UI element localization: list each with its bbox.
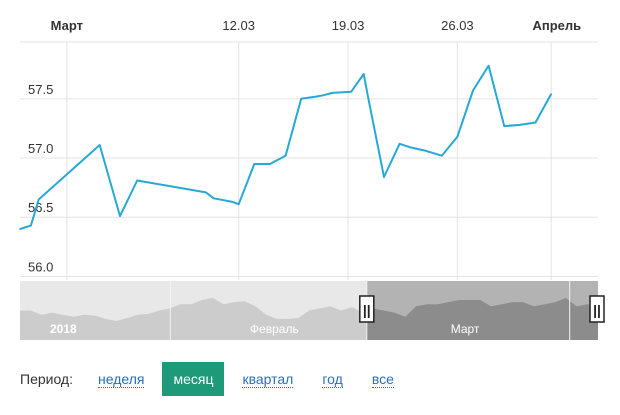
price-point xyxy=(362,73,365,75)
price-point xyxy=(425,150,428,152)
price-point xyxy=(30,224,32,227)
price-point xyxy=(398,143,401,145)
price-point xyxy=(383,176,385,178)
period-week-label: неделя xyxy=(98,371,145,388)
price-point xyxy=(205,191,207,194)
price-series xyxy=(19,64,552,231)
price-point xyxy=(269,163,271,165)
period-quarter-label: квартал xyxy=(242,371,294,388)
price-point xyxy=(300,98,303,100)
navigator-left-handle-box xyxy=(359,295,375,323)
price-point xyxy=(231,201,234,203)
x-tick-label: Март xyxy=(51,18,83,33)
price-point xyxy=(441,154,443,157)
x-tick-label: 19.03 xyxy=(332,18,365,33)
navigator-right-handle-box xyxy=(589,295,605,323)
period-year-button[interactable]: год xyxy=(311,362,353,396)
price-chart: Март 12.03 19.03 26.03 Апрель 56.0 56.5 57.0 57… xyxy=(19,18,605,340)
price-point xyxy=(472,89,474,92)
period-selector: Период: неделя месяц квартал год все xyxy=(20,362,412,396)
period-week-button[interactable]: неделя xyxy=(87,362,155,396)
x-tick-label: Апрель xyxy=(532,18,581,33)
price-point xyxy=(119,215,121,217)
price-line xyxy=(19,64,552,231)
period-all-button[interactable]: все xyxy=(361,362,405,396)
navigator-area-selected xyxy=(366,297,598,340)
price-point xyxy=(19,228,21,230)
navigator-label: Февраль xyxy=(250,322,299,336)
navigator-right-handle-glyph: || xyxy=(593,302,601,318)
y-tick-label: 56.0 xyxy=(28,259,53,274)
period-label: Период: xyxy=(20,371,73,387)
price-point xyxy=(253,163,256,165)
price-point xyxy=(409,146,412,149)
y-tick-label: 56.5 xyxy=(28,200,53,215)
x-axis-tick-labels: Март 12.03 19.03 26.03 Апрель xyxy=(51,18,581,33)
period-all-label: все xyxy=(371,371,394,388)
vertical-gridlines xyxy=(66,42,552,280)
period-month-label: месяц xyxy=(173,371,214,387)
price-point xyxy=(98,144,101,146)
price-point xyxy=(37,198,40,201)
range-navigator[interactable]: 2018 Февраль Март || || xyxy=(20,281,605,340)
price-point xyxy=(456,135,459,138)
price-point xyxy=(350,90,353,93)
price-point xyxy=(136,179,138,182)
period-month-button[interactable]: месяц xyxy=(162,362,225,396)
price-point xyxy=(519,124,521,126)
price-point xyxy=(367,98,370,100)
price-point xyxy=(331,92,334,94)
navigator-left-handle[interactable]: || xyxy=(359,295,375,323)
price-point xyxy=(316,95,318,98)
price-point xyxy=(322,94,324,97)
x-tick-label: 12.03 xyxy=(222,18,255,33)
navigator-right-handle[interactable]: || xyxy=(589,295,605,323)
navigator-left-handle-glyph: || xyxy=(363,302,371,318)
horizontal-gridlines xyxy=(20,41,598,277)
period-year-label: год xyxy=(322,371,343,388)
period-quarter-button[interactable]: квартал xyxy=(231,362,304,396)
y-axis-tick-labels: 56.0 56.5 57.0 57.5 xyxy=(28,82,53,275)
price-point xyxy=(487,64,490,67)
price-point xyxy=(550,93,552,95)
navigator-label: Март xyxy=(451,322,480,336)
x-tick-label: 26.03 xyxy=(441,18,474,33)
price-point xyxy=(534,121,537,124)
navigator-label: 2018 xyxy=(50,322,77,336)
y-tick-label: 57.0 xyxy=(28,141,53,156)
price-point xyxy=(212,197,215,200)
price-point xyxy=(237,203,240,205)
y-tick-label: 57.5 xyxy=(28,82,53,97)
price-point xyxy=(284,154,287,157)
price-point xyxy=(503,125,506,127)
